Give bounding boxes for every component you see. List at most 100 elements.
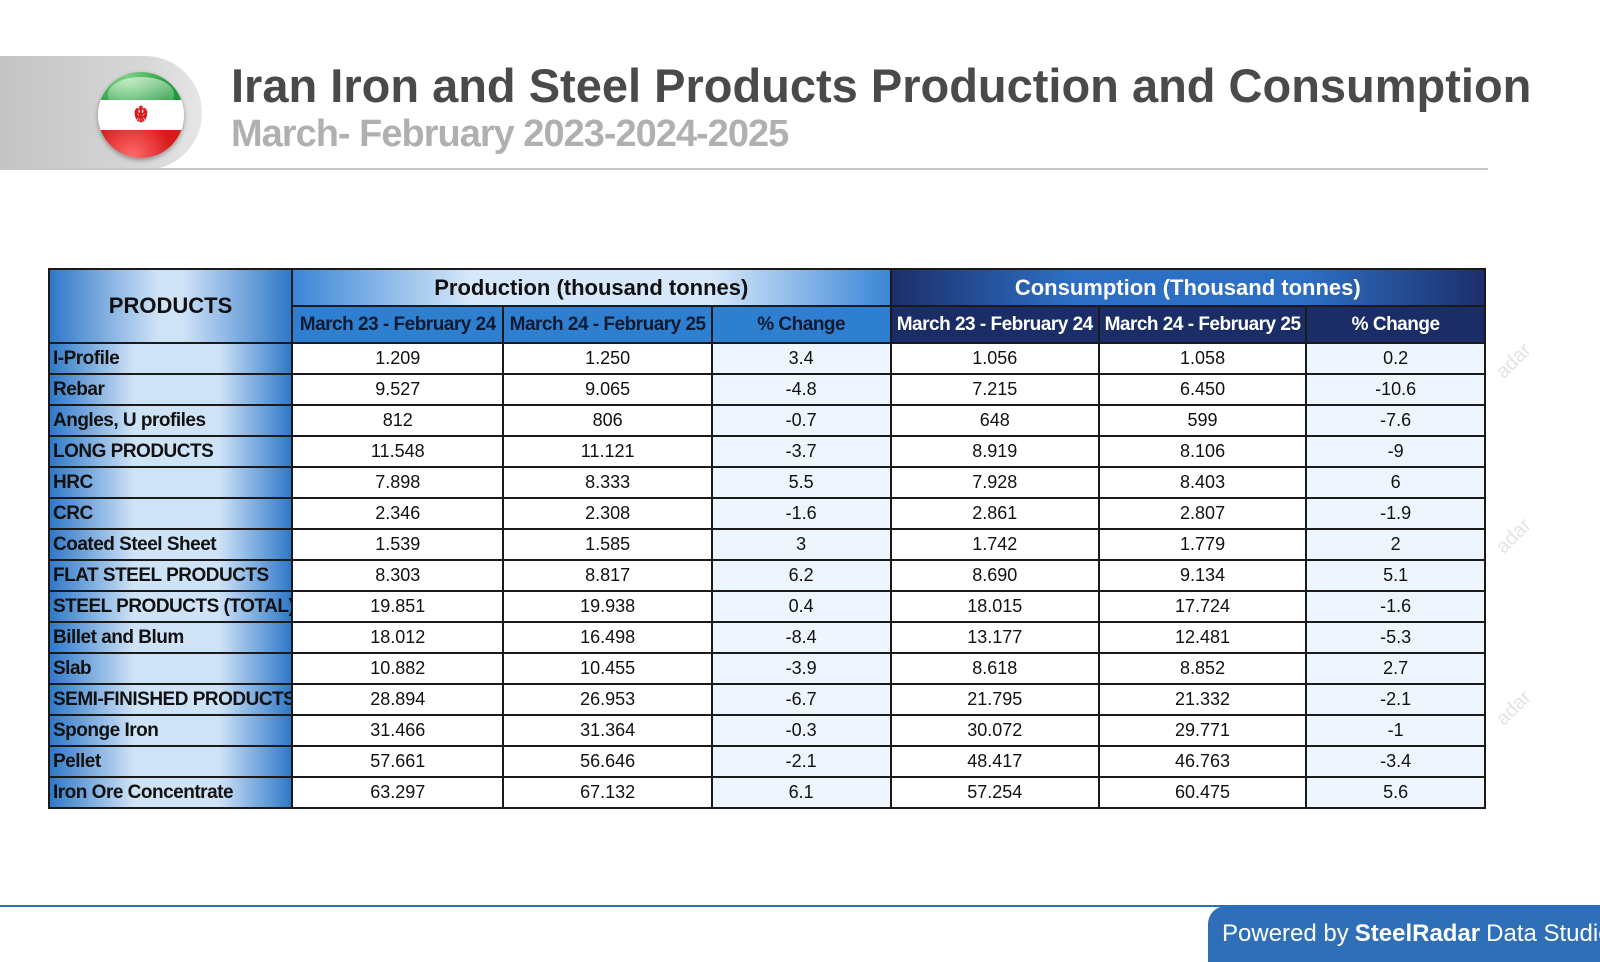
consumption-period-2-cell: 8.106 — [1097, 435, 1308, 468]
product-name-cell: FLAT STEEL PRODUCTS — [47, 559, 294, 592]
product-name-cell: CRC — [47, 497, 294, 530]
table-row: STEEL PRODUCTS (TOTAL) 19.851 19.938 0.4 18.… — [47, 590, 1486, 623]
production-period-1-cell: 9.527 — [291, 373, 505, 406]
powered-by-suffix: Data Studio — [1486, 920, 1600, 947]
production-consumption-table: PRODUCTS Production (thousand tonnes) Co… — [47, 268, 1487, 809]
consumption-period-1-cell: 1.056 — [889, 342, 1100, 375]
production-change-cell: 3.4 — [710, 342, 892, 375]
watermark-text: adar — [1491, 686, 1536, 731]
table-row: Rebar 9.527 9.065 -4.8 7.215 6.450 -10.6 — [47, 373, 1486, 406]
powered-by-prefix: Powered by — [1222, 920, 1349, 947]
watermark-text: adar — [1491, 339, 1536, 384]
consumption-period-2-cell: 8.852 — [1097, 652, 1308, 685]
production-change-cell: -6.7 — [710, 683, 892, 716]
consumption-period-2-cell: 21.332 — [1097, 683, 1308, 716]
consumption-change-cell: -10.6 — [1305, 373, 1486, 406]
consumption-change-cell: -9 — [1305, 435, 1486, 468]
production-period-2-cell: 9.065 — [502, 373, 713, 406]
production-change-cell: 0.4 — [710, 590, 892, 623]
production-period-1-cell: 812 — [291, 404, 505, 437]
consumption-period-2-cell: 599 — [1097, 404, 1308, 437]
consumption-period-2-cell: 60.475 — [1097, 776, 1308, 809]
consumption-period-1-cell: 48.417 — [889, 745, 1100, 778]
production-period-2-cell: 26.953 — [502, 683, 713, 716]
production-period-2-cell: 1.585 — [502, 528, 713, 561]
table-row: Angles, U profiles 812 806 -0.7 648 599 -7.6 — [47, 404, 1486, 437]
consumption-period-2-header: March 24 - February 25 — [1097, 305, 1308, 344]
consumption-change-cell: 2 — [1305, 528, 1486, 561]
table-row: Billet and Blum 18.012 16.498 -8.4 13.177 12.… — [47, 621, 1486, 654]
consumption-change-cell: -5.3 — [1305, 621, 1486, 654]
consumption-period-2-cell: 1.779 — [1097, 528, 1308, 561]
footer-divider — [0, 905, 1600, 907]
production-change-header: % Change — [710, 305, 892, 344]
consumption-period-2-cell: 46.763 — [1097, 745, 1308, 778]
table-sub-header-row: March 23 - February 24 March 24 - Februa… — [49, 305, 1486, 344]
production-change-cell: -3.9 — [710, 652, 892, 685]
product-name-cell: Angles, U profiles — [47, 404, 294, 437]
production-period-1-header: March 23 - February 24 — [291, 305, 505, 344]
production-period-1-cell: 57.661 — [291, 745, 505, 778]
consumption-period-2-cell: 2.807 — [1097, 497, 1308, 530]
table-row: CRC 2.346 2.308 -1.6 2.861 2.807 -1.9 — [47, 497, 1486, 530]
product-name-cell: Sponge Iron — [47, 714, 294, 747]
watermark-text: adar — [1491, 514, 1536, 559]
product-name-cell: Billet and Blum — [47, 621, 294, 654]
production-period-1-cell: 63.297 — [291, 776, 505, 809]
table-body: I-Profile 1.209 1.250 3.4 1.056 1.058 0.2 Rebar… — [47, 342, 1486, 809]
production-period-1-cell: 31.466 — [291, 714, 505, 747]
product-name-cell: HRC — [47, 466, 294, 499]
product-name-cell: Coated Steel Sheet — [47, 528, 294, 561]
consumption-change-cell: 5.1 — [1305, 559, 1486, 592]
products-column-header: PRODUCTS — [47, 268, 294, 344]
production-period-2-header: March 24 - February 25 — [502, 305, 713, 344]
consumption-period-1-header: March 23 - February 24 — [889, 305, 1100, 344]
table-row: Iron Ore Concentrate 63.297 67.132 6.1 57.25… — [47, 776, 1486, 809]
consumption-change-header: % Change — [1305, 305, 1486, 344]
production-period-1-cell: 19.851 — [291, 590, 505, 623]
production-change-cell: -4.8 — [710, 373, 892, 406]
consumption-period-1-cell: 7.928 — [889, 466, 1100, 499]
production-period-1-cell: 11.548 — [291, 435, 505, 468]
production-period-1-cell: 10.882 — [291, 652, 505, 685]
table-row: HRC 7.898 8.333 5.5 7.928 8.403 6 — [47, 466, 1486, 499]
production-period-2-cell: 11.121 — [502, 435, 713, 468]
production-period-2-cell: 16.498 — [502, 621, 713, 654]
table-row: Pellet 57.661 56.646 -2.1 48.417 46.763 -3.4 — [47, 745, 1486, 778]
consumption-period-1-cell: 57.254 — [889, 776, 1100, 809]
consumption-period-1-cell: 8.919 — [889, 435, 1100, 468]
production-period-1-cell: 1.539 — [291, 528, 505, 561]
consumption-change-cell: -3.4 — [1305, 745, 1486, 778]
production-period-1-cell: 8.303 — [291, 559, 505, 592]
product-name-cell: Pellet — [47, 745, 294, 778]
consumption-period-1-cell: 648 — [889, 404, 1100, 437]
table-row: I-Profile 1.209 1.250 3.4 1.056 1.058 0.2 — [47, 342, 1486, 375]
page-title: Iran Iron and Steel Products Production … — [231, 59, 1532, 112]
product-name-cell: LONG PRODUCTS — [47, 435, 294, 468]
consumption-change-cell: -1.6 — [1305, 590, 1486, 623]
consumption-period-1-cell: 8.690 — [889, 559, 1100, 592]
product-name-cell: I-Profile — [47, 342, 294, 375]
consumption-change-cell: 2.7 — [1305, 652, 1486, 685]
consumption-change-cell: -7.6 — [1305, 404, 1486, 437]
production-change-cell: 6.1 — [710, 776, 892, 809]
production-period-1-cell: 2.346 — [291, 497, 505, 530]
consumption-period-1-cell: 8.618 — [889, 652, 1100, 685]
table-group-header-row: PRODUCTS Production (thousand tonnes) Co… — [47, 268, 1487, 344]
table-row: LONG PRODUCTS 11.548 11.121 -3.7 8.919 8.106-… — [47, 435, 1486, 468]
production-period-2-cell: 56.646 — [502, 745, 713, 778]
production-change-cell: -2.1 — [710, 745, 892, 778]
production-period-1-cell: 1.209 — [291, 342, 505, 375]
production-period-2-cell: 2.308 — [502, 497, 713, 530]
production-period-2-cell: 67.132 — [502, 776, 713, 809]
table-row: Slab 10.882 10.455 -3.9 8.618 8.852 2.7 — [47, 652, 1486, 685]
product-name-cell: Rebar — [47, 373, 294, 406]
production-period-2-cell: 806 — [502, 404, 713, 437]
iran-flag-icon: ☬ — [98, 72, 184, 158]
consumption-period-2-cell: 6.450 — [1097, 373, 1308, 406]
consumption-period-2-cell: 8.403 — [1097, 466, 1308, 499]
powered-by-badge: Powered by SteelRadar Data Studio — [1208, 906, 1600, 962]
production-period-2-cell: 8.817 — [502, 559, 713, 592]
table-row: FLAT STEEL PRODUCTS 8.303 8.817 6.2 8.690 9.1… — [47, 559, 1486, 592]
